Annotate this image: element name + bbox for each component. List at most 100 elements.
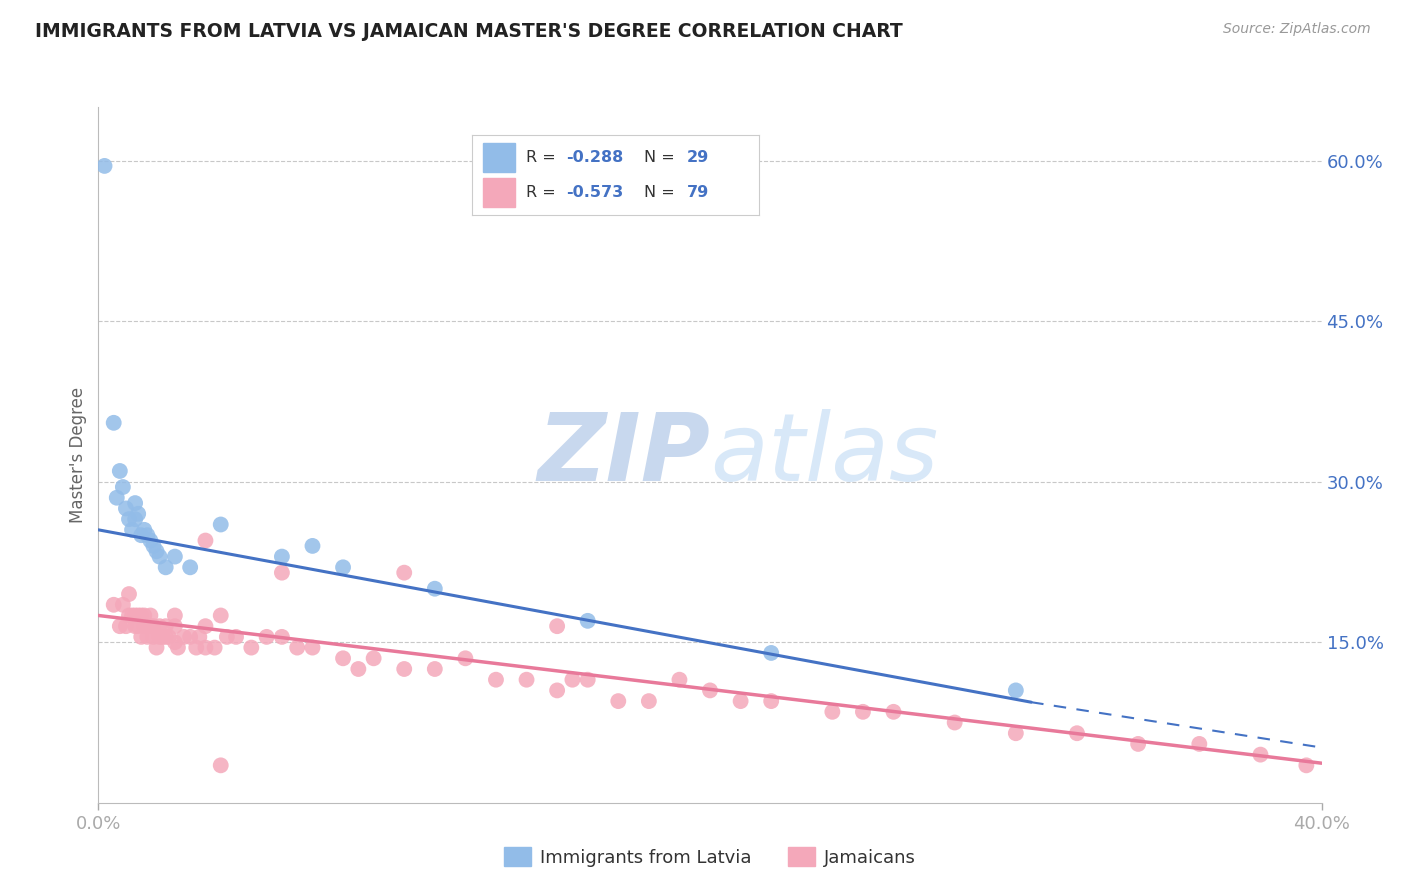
Point: [142, 630, 165, 644]
Point: [301, 640, 323, 655]
Point: [134, 608, 156, 623]
Point: [423, 582, 446, 596]
Point: [256, 630, 278, 644]
Point: [821, 705, 844, 719]
Point: [163, 549, 186, 564]
Point: [149, 549, 172, 564]
Point: [423, 662, 446, 676]
Point: [179, 560, 201, 574]
Point: [124, 608, 146, 623]
Point: [163, 608, 186, 623]
Point: [129, 608, 152, 623]
Point: [136, 630, 159, 644]
Point: [883, 705, 905, 719]
Point: [155, 630, 177, 644]
Point: [124, 619, 146, 633]
Point: [163, 619, 186, 633]
Point: [121, 608, 143, 623]
Point: [134, 523, 156, 537]
Point: [115, 501, 138, 516]
Point: [392, 566, 416, 580]
Text: Source: ZipAtlas.com: Source: ZipAtlas.com: [1223, 22, 1371, 37]
Point: [1004, 683, 1026, 698]
Point: [129, 528, 152, 542]
Point: [149, 630, 172, 644]
Point: [194, 640, 217, 655]
Point: [115, 619, 138, 633]
Point: [179, 630, 201, 644]
Point: [730, 694, 752, 708]
Point: [118, 587, 141, 601]
Point: [149, 619, 172, 633]
Point: [209, 517, 232, 532]
Point: [155, 619, 177, 633]
Point: [111, 598, 134, 612]
Point: [127, 608, 149, 623]
Text: ZIP: ZIP: [537, 409, 710, 501]
Point: [699, 683, 721, 698]
Point: [139, 533, 162, 548]
Point: [485, 673, 508, 687]
Point: [637, 694, 661, 708]
Point: [943, 715, 966, 730]
Point: [145, 544, 167, 558]
Point: [142, 619, 165, 633]
Point: [124, 512, 146, 526]
Point: [332, 560, 354, 574]
Point: [301, 539, 323, 553]
Point: [561, 673, 583, 687]
Point: [759, 694, 782, 708]
Point: [516, 673, 538, 687]
Point: [270, 549, 292, 564]
Point: [347, 662, 370, 676]
Point: [127, 507, 149, 521]
Text: IMMIGRANTS FROM LATVIA VS JAMAICAN MASTER'S DEGREE CORRELATION CHART: IMMIGRANTS FROM LATVIA VS JAMAICAN MASTE…: [35, 22, 903, 41]
Point: [134, 619, 156, 633]
Point: [209, 608, 232, 623]
Point: [167, 640, 190, 655]
Point: [124, 496, 146, 510]
Point: [142, 539, 165, 553]
Point: [105, 491, 128, 505]
Point: [1004, 726, 1026, 740]
Point: [546, 683, 568, 698]
Point: [332, 651, 354, 665]
Point: [136, 619, 159, 633]
Point: [1128, 737, 1150, 751]
Point: [139, 608, 162, 623]
Point: [194, 619, 217, 633]
Point: [215, 630, 238, 644]
Point: [576, 673, 599, 687]
Point: [1249, 747, 1271, 762]
Point: [576, 614, 599, 628]
Text: atlas: atlas: [710, 409, 938, 500]
Point: [157, 630, 180, 644]
Point: [121, 523, 143, 537]
Point: [392, 662, 416, 676]
Point: [186, 640, 208, 655]
Point: [1295, 758, 1317, 772]
Point: [129, 630, 152, 644]
Point: [145, 640, 167, 655]
Point: [668, 673, 690, 687]
Point: [209, 758, 232, 772]
Point: [127, 619, 149, 633]
Point: [111, 480, 134, 494]
Point: [270, 630, 292, 644]
Point: [363, 651, 385, 665]
Point: [118, 512, 141, 526]
Point: [204, 640, 226, 655]
Point: [607, 694, 630, 708]
Point: [108, 464, 131, 478]
Point: [163, 635, 186, 649]
Point: [546, 619, 568, 633]
Point: [1066, 726, 1088, 740]
Point: [152, 630, 174, 644]
Point: [103, 416, 125, 430]
Point: [285, 640, 308, 655]
Point: [240, 640, 263, 655]
Point: [225, 630, 247, 644]
Point: [136, 528, 159, 542]
Point: [108, 619, 131, 633]
Point: [1188, 737, 1211, 751]
